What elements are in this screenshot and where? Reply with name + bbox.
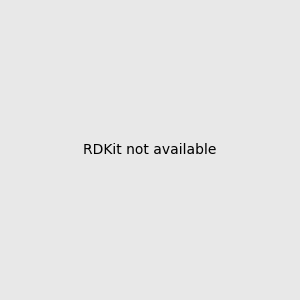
- Text: RDKit not available: RDKit not available: [83, 143, 217, 157]
